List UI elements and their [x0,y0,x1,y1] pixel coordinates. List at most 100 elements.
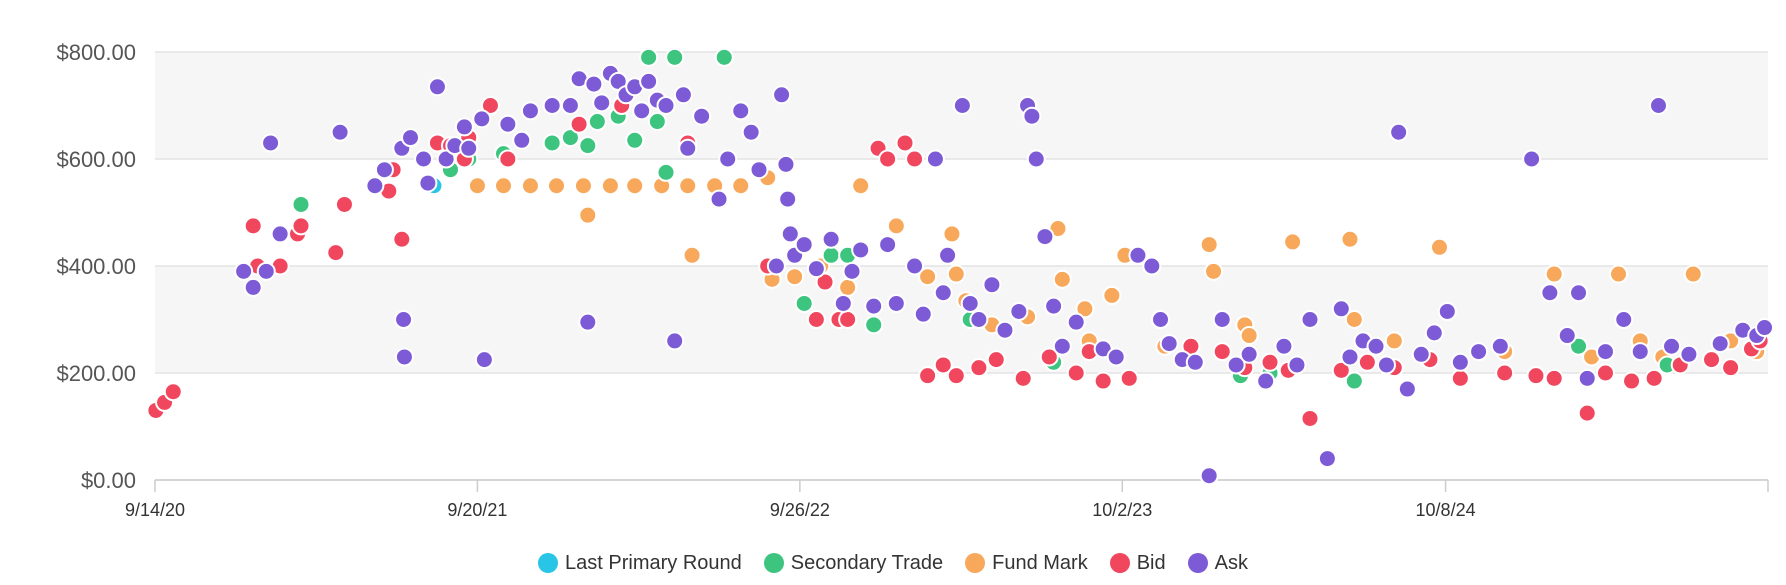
point-bid [1595,363,1615,383]
point-ask [1450,352,1470,372]
legend-item-bid[interactable]: Bid [1109,552,1166,575]
point-ask [1052,336,1072,356]
legend-marker [1109,553,1130,573]
x-tick-label: 9/14/20 [125,500,185,520]
point-ask [374,160,394,180]
point-bid [569,114,589,134]
point-ask [1022,106,1042,126]
point-secondary-trade [578,136,598,156]
point-bid [326,243,346,263]
y-tick-label: $200.00 [56,361,136,386]
point-ask [1614,310,1634,329]
point-fund-mark [520,176,540,196]
point-ask [427,77,447,97]
point-secondary-trade [587,112,607,132]
y-tick-label: $800.00 [56,40,136,65]
point-ask [925,149,945,169]
point-secondary-trade [1344,371,1364,391]
point-ask [234,261,254,281]
point-ask [1226,355,1246,375]
point-fund-mark [682,245,702,265]
point-ask [749,160,769,180]
point-ask [414,149,434,169]
point-bid [838,310,858,329]
point-bid [480,96,500,115]
point-ask [995,320,1015,340]
x-tick-label: 9/20/21 [447,500,507,520]
point-bid [1013,368,1033,388]
point-ask [692,106,712,126]
legend: Last Primary Round Secondary Trade Fund Ma… [0,548,1786,578]
legend-item-fund-mark[interactable]: Fund Mark [965,552,1088,575]
point-secondary-trade [656,162,676,182]
point-ask [952,96,972,115]
point-ask [401,128,421,148]
point-ask [886,293,906,313]
point-ask [982,275,1002,295]
point-ask [243,277,263,297]
y-axis: $0.00 $200.00 $400.00 $600.00 $800.00 [56,40,136,493]
point-fund-mark [578,205,598,225]
point-ask [578,312,598,332]
point-bid [1702,350,1722,370]
point-bid [1357,352,1377,372]
point-bid [1331,360,1351,380]
y-tick-label: $600.00 [56,147,136,172]
point-ask [1557,326,1577,346]
point-ask [394,310,414,329]
y-tick-label: $400.00 [56,254,136,279]
point-ask [1035,227,1055,247]
point-bid [933,355,953,375]
legend-item-ask[interactable]: Ask [1187,551,1248,575]
point-ask [1569,283,1589,303]
legend-item-secondary-trade[interactable]: Secondary Trade [763,552,943,575]
point-ask [776,154,796,174]
point-ask [418,173,438,193]
point-secondary-trade [821,245,841,265]
legend-label: Fund Mark [992,551,1088,574]
point-ask [1469,342,1489,362]
point-bid [806,310,826,329]
point-fund-mark [838,277,858,297]
point-bid [1260,352,1280,372]
point-ask [1106,347,1126,367]
point-ask [806,259,826,279]
point-ask [1648,96,1668,115]
scatter-chart: $0.00 $200.00 $400.00 $600.00 $800.00 9/14/2… [56,40,1775,520]
point-bid [243,216,263,236]
point-ask [472,109,492,129]
point-ask [780,224,800,244]
point-ask [772,85,792,105]
series-bid [146,96,1770,428]
point-bid [1526,366,1546,386]
point-ask [1389,122,1409,142]
point-ask [1710,334,1730,354]
point-secondary-trade [1569,336,1589,356]
point-fund-mark [1075,299,1095,319]
point-ask [632,101,652,121]
point-ask [365,176,385,196]
point-secondary-trade [291,194,311,214]
point-secondary-trade [794,293,814,313]
point-ask [1340,347,1360,367]
point-ask [1522,149,1542,169]
point-bid [1721,358,1741,378]
legend-marker [1187,553,1208,573]
legend-item-last-primary-round[interactable]: Last Primary Round [538,552,742,575]
point-ask [1239,344,1259,364]
point-bid [1300,408,1320,428]
point-ask [656,96,676,115]
legend-marker [763,553,784,573]
point-ask [933,283,953,303]
point-ask [913,304,933,324]
point-ask [270,224,290,244]
point-fund-mark [1204,261,1224,281]
point-ask [864,296,884,316]
point-secondary-trade [864,315,884,335]
point-secondary-trade [560,128,580,148]
point-secondary-trade [665,47,685,67]
point-ask [766,256,786,276]
point-ask [394,347,414,367]
legend-label: Ask [1214,551,1248,574]
point-bid [918,366,938,386]
